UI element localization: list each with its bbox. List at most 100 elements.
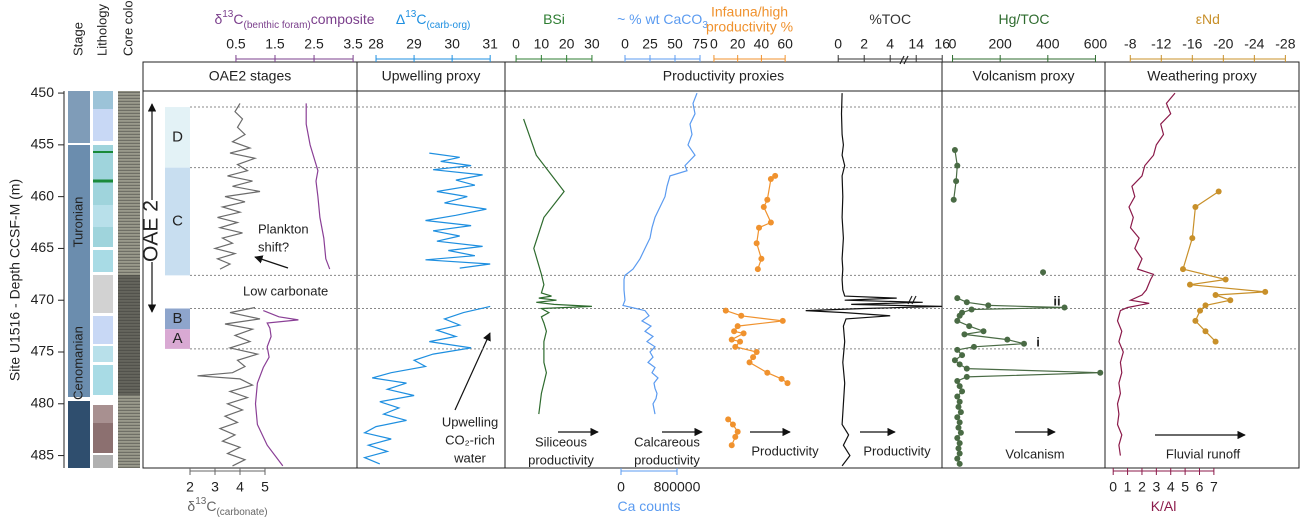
- series-point: [954, 347, 960, 353]
- axis-label-part: Hg/TOC: [998, 11, 1049, 27]
- x-tick-label: 2: [1138, 479, 1146, 495]
- axis-label-part: 13: [405, 9, 417, 20]
- y-tick-label: 470: [31, 291, 55, 307]
- core-colour-column: [118, 91, 140, 468]
- y-axis-label: Site U1516 - Depth CCSF-M (m): [7, 179, 23, 381]
- series-line: [726, 176, 788, 445]
- annotation: Upwelling: [442, 414, 498, 429]
- stage-box-label: B: [172, 310, 182, 327]
- series-point: [1189, 235, 1195, 241]
- x-tick-label: -16: [1182, 36, 1202, 52]
- series-point: [1197, 308, 1203, 314]
- axis-label: δ13C(benthic foram)composite: [214, 9, 374, 31]
- x-tick-label: 0: [617, 479, 625, 495]
- x-tick-label: 0: [949, 36, 957, 52]
- x-tick-label: 0: [834, 36, 842, 52]
- annotation: Plankton: [258, 221, 309, 236]
- column-header: Stage: [70, 22, 85, 56]
- x-tick-label: 60: [777, 36, 793, 52]
- axis-label-part: εNd: [1196, 11, 1220, 27]
- series-point: [954, 295, 960, 301]
- series-line: [623, 93, 697, 414]
- series-point: [1216, 188, 1222, 194]
- x-tick-label: 200: [988, 36, 1012, 52]
- x-tick-label: 31: [482, 36, 498, 52]
- x-tick-label: 2.5: [304, 36, 324, 52]
- series-point: [966, 323, 972, 329]
- axis-label-part: δ: [187, 498, 195, 514]
- series-point: [955, 425, 961, 431]
- x-tick-label: 3: [211, 479, 219, 495]
- series-point: [961, 331, 967, 337]
- series-point: [952, 357, 958, 363]
- axis-label: ~ % wt CaCO3: [617, 11, 708, 31]
- x-tick-label: 0: [512, 36, 520, 52]
- axis-label-part: Ca counts: [617, 498, 680, 514]
- x-tick-label: 5: [261, 479, 269, 495]
- y-tick-label: 480: [31, 394, 55, 410]
- axis-label: δ13C(carbonate): [187, 496, 267, 518]
- series-point: [964, 299, 970, 305]
- panel-title: Weathering proxy: [1147, 68, 1256, 84]
- axis-label: Ca counts: [617, 498, 680, 514]
- series-point: [1040, 269, 1046, 275]
- x-tick-label: -24: [1244, 36, 1264, 52]
- x-tick-label: -20: [1213, 36, 1233, 52]
- series-point: [738, 313, 744, 319]
- x-tick-label: 6: [1196, 479, 1204, 495]
- series-point: [741, 330, 747, 336]
- stage-box-label: A: [172, 330, 182, 347]
- series-point: [957, 440, 963, 446]
- stage-box-label: D: [172, 128, 183, 145]
- annotation: Calcareous: [634, 434, 700, 449]
- panel-title: Upwelling proxy: [382, 68, 481, 84]
- series-point: [969, 307, 975, 313]
- series-point: [957, 361, 963, 367]
- axis-label-part: 13: [195, 496, 207, 507]
- series-point: [954, 394, 960, 400]
- series-point: [768, 176, 774, 182]
- series-point: [780, 318, 786, 324]
- series-point: [737, 339, 743, 345]
- x-tick-label: -28: [1275, 36, 1295, 52]
- axis-label-part: C: [233, 11, 243, 27]
- series-point: [955, 445, 961, 451]
- series-point: [729, 337, 735, 343]
- x-tick-label: 30: [584, 36, 600, 52]
- x-tick-label: 5: [1181, 479, 1189, 495]
- panel-title: OAE2 stages: [209, 68, 292, 84]
- series-point: [1223, 277, 1229, 283]
- annotation: Productivity: [751, 443, 819, 458]
- axis-label-part: C: [416, 11, 426, 27]
- series-point: [954, 163, 960, 169]
- series-point: [754, 349, 760, 355]
- x-tick-label: 29: [406, 36, 422, 52]
- axis-label: Δ13C(carb-org): [396, 9, 471, 31]
- axis-break: [900, 56, 916, 304]
- y-tick-label: 455: [31, 136, 55, 152]
- axis-label-part: %TOC: [869, 11, 911, 27]
- series-point: [735, 429, 741, 435]
- series-point: [1192, 318, 1198, 324]
- series-point: [954, 456, 960, 462]
- series-point: [1202, 328, 1208, 334]
- series-point: [951, 197, 957, 203]
- axis-label-part: BSi: [543, 11, 565, 27]
- annotation: CO₂-rich: [445, 432, 495, 447]
- series-point: [768, 220, 774, 226]
- oae-label: OAE 2: [140, 200, 163, 262]
- series-point: [754, 240, 760, 246]
- annotation: Productivity: [863, 443, 931, 458]
- frame: [64, 62, 1299, 468]
- series-point: [955, 404, 961, 410]
- x-tick-label: 10: [534, 36, 550, 52]
- series-line: [954, 150, 1100, 464]
- x-tick-label: 4: [236, 479, 244, 495]
- axis-label-part: Δ: [396, 11, 405, 27]
- x-tick-label: 600: [1084, 36, 1108, 52]
- axis-label-part: δ: [214, 11, 222, 27]
- x-tick-label: 14: [908, 36, 924, 52]
- y-tick-label: 460: [31, 187, 55, 203]
- figure: StageLithologyCore colourTuronianCenoman…: [0, 0, 1300, 518]
- series-point: [964, 374, 970, 380]
